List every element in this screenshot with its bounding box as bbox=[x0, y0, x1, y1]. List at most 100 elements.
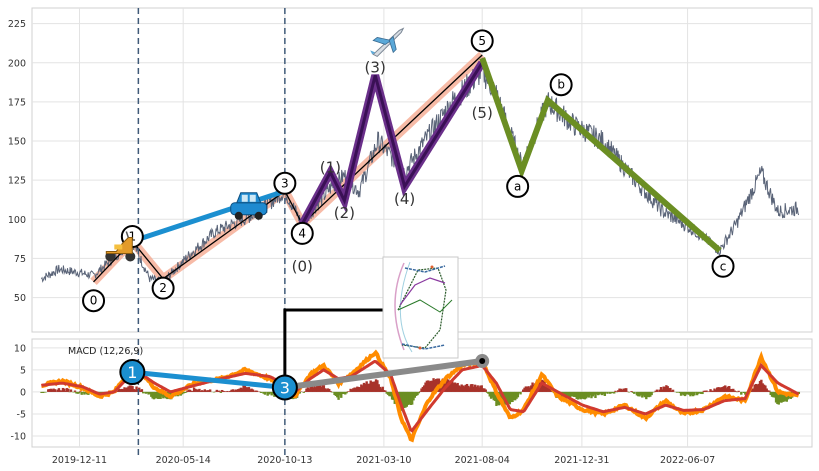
histogram-bar bbox=[239, 387, 243, 392]
histogram-bar bbox=[685, 391, 688, 395]
histogram-bar bbox=[488, 391, 491, 397]
wave-label-text: (3) bbox=[365, 58, 386, 76]
histogram-bar bbox=[740, 391, 743, 395]
histogram-bar bbox=[701, 391, 704, 395]
histogram-bar bbox=[695, 391, 699, 396]
macd-y-axis: 10 5 0 -5 -10 bbox=[10, 343, 26, 442]
histogram-bar bbox=[649, 391, 652, 397]
histogram-bar bbox=[381, 386, 384, 392]
histogram-bar bbox=[730, 388, 734, 392]
histogram-bar bbox=[191, 391, 194, 392]
histogram-bar bbox=[216, 390, 220, 392]
histogram-bar bbox=[324, 388, 327, 392]
histogram-bar bbox=[219, 391, 223, 393]
histogram-bar bbox=[218, 390, 221, 392]
histogram-bar bbox=[714, 389, 718, 392]
histogram-bar bbox=[345, 391, 348, 394]
histogram-bar bbox=[469, 384, 473, 392]
histogram-bar bbox=[655, 389, 659, 392]
histogram-bar bbox=[645, 391, 648, 400]
histogram-bar bbox=[360, 384, 363, 392]
histogram-bar bbox=[675, 391, 679, 393]
histogram-bar bbox=[610, 391, 613, 394]
histogram-bar bbox=[679, 391, 683, 396]
histogram-bar bbox=[80, 391, 83, 395]
histogram-bar bbox=[84, 391, 87, 394]
histogram-bar bbox=[49, 388, 53, 392]
macd-y-tick-label: 0 bbox=[20, 387, 26, 398]
histogram-bar bbox=[69, 389, 73, 392]
histogram-bar bbox=[461, 385, 465, 392]
wave-label-circle bbox=[290, 221, 314, 245]
histogram-bar bbox=[305, 388, 308, 392]
histogram-bar bbox=[542, 380, 545, 392]
histogram-bar bbox=[226, 390, 229, 392]
histogram-bar bbox=[599, 391, 603, 394]
histogram-bar bbox=[457, 385, 461, 392]
x-tick-label: 2021-12-31 bbox=[554, 455, 609, 466]
histogram-bar bbox=[761, 383, 764, 392]
x-tick-label: 2020-05-14 bbox=[156, 455, 211, 466]
car-icon bbox=[230, 192, 268, 220]
wave-label-circle bbox=[82, 289, 106, 313]
histogram-bar bbox=[125, 387, 129, 392]
histogram-bar bbox=[621, 389, 624, 392]
histogram-bar bbox=[196, 389, 200, 392]
histogram-bar bbox=[318, 384, 322, 392]
histogram-bar bbox=[744, 391, 747, 395]
histogram-bar bbox=[184, 391, 188, 393]
histogram-bar bbox=[661, 389, 664, 392]
histogram-bar bbox=[253, 391, 256, 392]
histogram-bar bbox=[155, 391, 158, 399]
histogram-bar bbox=[263, 391, 267, 395]
histogram-bar bbox=[523, 387, 526, 392]
histogram-bar bbox=[199, 390, 202, 392]
histogram-bar bbox=[654, 390, 657, 392]
histogram-bar bbox=[639, 391, 643, 395]
macd-grey-link bbox=[284, 358, 483, 391]
histogram-bar bbox=[576, 391, 580, 400]
histogram-bar bbox=[223, 391, 227, 392]
histogram-bar bbox=[594, 391, 597, 399]
histogram-bar bbox=[352, 388, 355, 392]
histogram-bar bbox=[346, 391, 350, 392]
wave-label: (3) bbox=[365, 58, 386, 76]
histogram-bar bbox=[428, 381, 431, 392]
macd-wave-label: 1 bbox=[119, 359, 146, 386]
histogram-bar bbox=[314, 387, 318, 392]
histogram-bar bbox=[524, 386, 528, 392]
histogram-bar bbox=[780, 391, 783, 403]
histogram-bar bbox=[116, 390, 120, 392]
histogram-bar bbox=[427, 380, 430, 392]
histogram-bar bbox=[143, 391, 146, 393]
macd-wave-label-text: 1 bbox=[127, 363, 137, 382]
wave-label: 2 bbox=[151, 276, 175, 300]
histogram-bar bbox=[60, 390, 63, 392]
histogram-bar bbox=[57, 388, 61, 392]
histogram-bar bbox=[651, 391, 655, 393]
histogram-bar bbox=[79, 391, 82, 392]
histogram-bar bbox=[72, 391, 75, 393]
histogram-bar bbox=[373, 381, 376, 392]
histogram-bar bbox=[596, 391, 600, 396]
signal-line bbox=[41, 359, 800, 433]
histogram-bar bbox=[583, 391, 586, 400]
histogram-bar bbox=[401, 391, 405, 412]
histogram-bar bbox=[147, 391, 150, 395]
histogram-bar bbox=[703, 390, 707, 392]
macd-wave-label-circle bbox=[119, 359, 146, 386]
histogram-bar bbox=[322, 385, 326, 392]
histogram-bar bbox=[507, 391, 510, 404]
histogram-bar bbox=[190, 390, 193, 392]
histogram-bar bbox=[468, 387, 471, 392]
histogram-bar bbox=[128, 385, 132, 392]
histogram-bar bbox=[710, 390, 714, 392]
histogram-bar bbox=[606, 391, 609, 394]
histogram-bar bbox=[475, 386, 478, 392]
histogram-bar bbox=[156, 391, 160, 399]
histogram-bar bbox=[485, 391, 489, 393]
histogram-bar bbox=[254, 390, 257, 392]
histogram-bar bbox=[782, 391, 786, 402]
histogram-bar bbox=[307, 388, 311, 392]
histogram-bar bbox=[334, 391, 338, 397]
